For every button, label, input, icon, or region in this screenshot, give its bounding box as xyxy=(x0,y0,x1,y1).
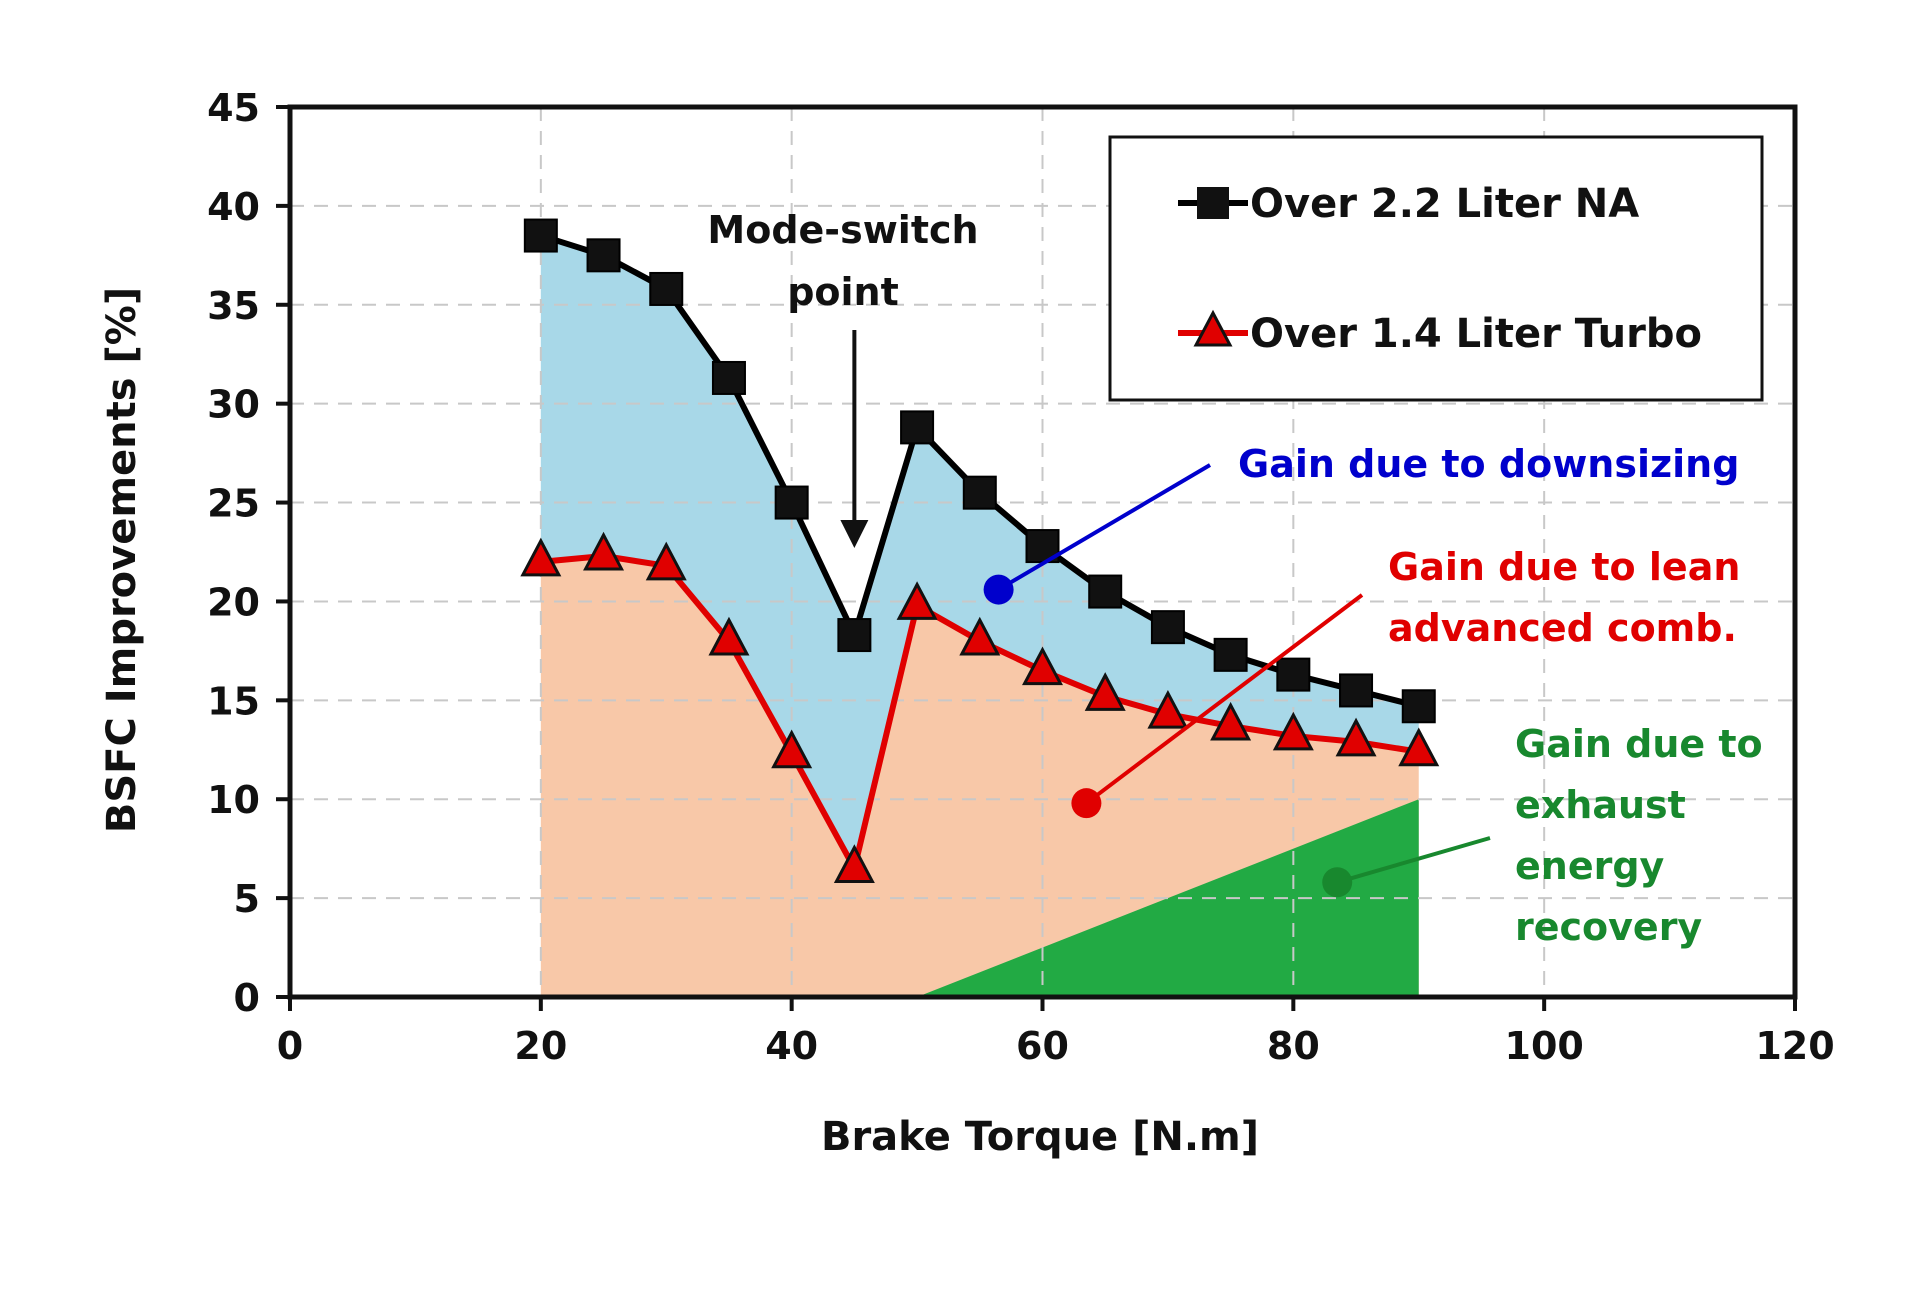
legend-label: Over 2.2 Liter NA xyxy=(1250,181,1639,227)
exhaust-label: energy xyxy=(1515,844,1665,888)
annotations: Mode-switch point Gain due to downsizing Ga… xyxy=(707,208,1762,949)
legend-box xyxy=(1108,135,1764,402)
na-point xyxy=(1276,657,1311,692)
legend-label: Over 1.4 Liter Turbo xyxy=(1250,311,1702,357)
x-axis-title: Brake Torque [N.m] xyxy=(821,1114,1259,1160)
mode-switch-label: point xyxy=(787,270,899,314)
turbo-point xyxy=(896,581,938,620)
downsizing-pointer-line xyxy=(997,463,1212,592)
y-tick-label: 40 xyxy=(207,185,260,229)
lean-label: Gain due to lean xyxy=(1388,545,1740,589)
x-tick-label: 120 xyxy=(1755,1024,1834,1068)
tick-labels: 0 20 40 60 80 100 120 0 5 10 15 20 25 30 35 40 45 xyxy=(207,86,1835,1068)
y-axis-title: BSFC Improvements [%] xyxy=(99,287,145,833)
na-point xyxy=(962,475,997,510)
y-tick-label: 5 xyxy=(234,877,260,921)
x-tick-label: 40 xyxy=(765,1024,818,1068)
turbo-point xyxy=(1022,646,1063,686)
na-point xyxy=(774,485,809,520)
na-point xyxy=(523,218,558,253)
exhaust-pointer-dot xyxy=(1322,867,1353,898)
y-tick-label: 35 xyxy=(207,284,260,328)
series-markers xyxy=(520,218,1440,883)
turbo-point xyxy=(1398,727,1440,767)
x-tick-label: 60 xyxy=(1016,1024,1069,1068)
lean-pointer-line xyxy=(1085,593,1364,805)
x-tick-label: 0 xyxy=(277,1024,303,1068)
exhaust-label: recovery xyxy=(1515,905,1702,949)
turbo-point xyxy=(1210,701,1252,741)
y-tick-label: 30 xyxy=(207,383,260,427)
turbo-point xyxy=(1335,717,1377,757)
turbo-point xyxy=(583,531,625,571)
turbo-point xyxy=(771,729,813,769)
y-tick-label: 45 xyxy=(207,86,260,130)
turbo-point xyxy=(1272,711,1314,751)
lean-pointer-dot xyxy=(1071,788,1102,819)
mode-switch-arrow-head xyxy=(840,520,869,548)
downsizing-fill xyxy=(540,235,1419,869)
downsizing-pointer-dot xyxy=(983,574,1014,605)
turbo-point xyxy=(1084,672,1126,711)
na-point xyxy=(649,271,684,306)
plot-frame xyxy=(276,104,1798,1011)
na-point xyxy=(900,410,935,445)
na-point xyxy=(586,238,621,273)
y-tick-label: 20 xyxy=(207,580,260,624)
downsizing-label: Gain due to downsizing xyxy=(1238,442,1739,486)
na-point xyxy=(1339,673,1374,708)
turbo-point xyxy=(833,844,875,883)
turbo-point xyxy=(708,616,750,656)
y-tick-label: 10 xyxy=(207,778,260,822)
exhaust-label: Gain due to xyxy=(1515,722,1763,766)
turbo-point xyxy=(959,616,1001,656)
na-point xyxy=(711,360,746,395)
exhaust-pointer-line xyxy=(1336,836,1491,885)
na-point xyxy=(1150,610,1185,645)
mode-switch-label: Mode-switch xyxy=(707,208,978,252)
legend-triangle-marker xyxy=(1193,309,1233,347)
legend-square-marker xyxy=(1197,187,1229,219)
turbo-point xyxy=(520,537,562,577)
na-point xyxy=(837,618,872,653)
exhaust-label: exhaust xyxy=(1515,783,1686,827)
na-point xyxy=(1088,574,1123,609)
x-tick-label: 100 xyxy=(1505,1024,1584,1068)
na-point xyxy=(1213,637,1248,672)
legend: Over 2.2 Liter NA Over 1.4 Liter Turbo xyxy=(1108,135,1764,402)
na-point xyxy=(1401,689,1436,724)
y-tick-label: 15 xyxy=(207,679,260,723)
lean-label: advanced comb. xyxy=(1388,606,1737,650)
y-tick-label: 0 xyxy=(234,976,260,1020)
x-tick-label: 20 xyxy=(514,1024,567,1068)
turbo-point xyxy=(1147,689,1189,729)
x-tick-label: 80 xyxy=(1267,1024,1320,1068)
y-tick-label: 25 xyxy=(207,482,260,526)
turbo-point xyxy=(645,541,687,581)
